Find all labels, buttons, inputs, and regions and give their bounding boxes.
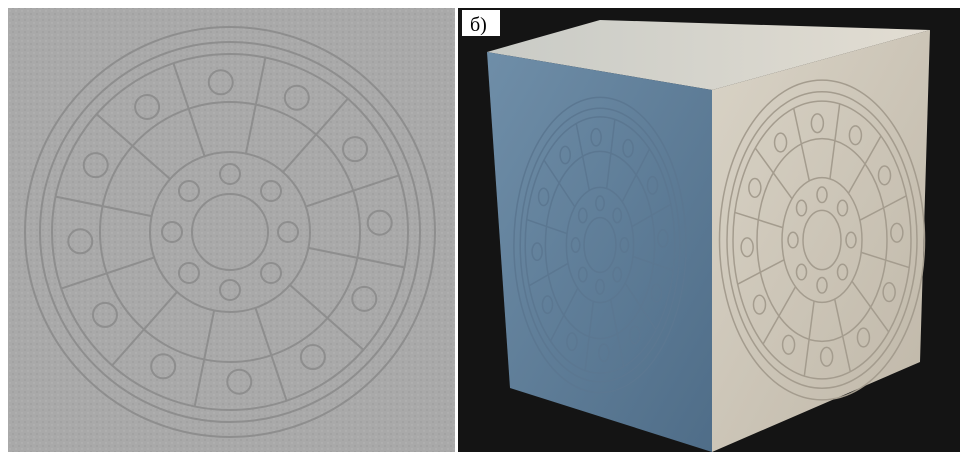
panel-label: б) [470,14,487,36]
panel-b: б) [458,8,960,452]
figure: б) [0,0,966,459]
panel-a [8,8,455,452]
